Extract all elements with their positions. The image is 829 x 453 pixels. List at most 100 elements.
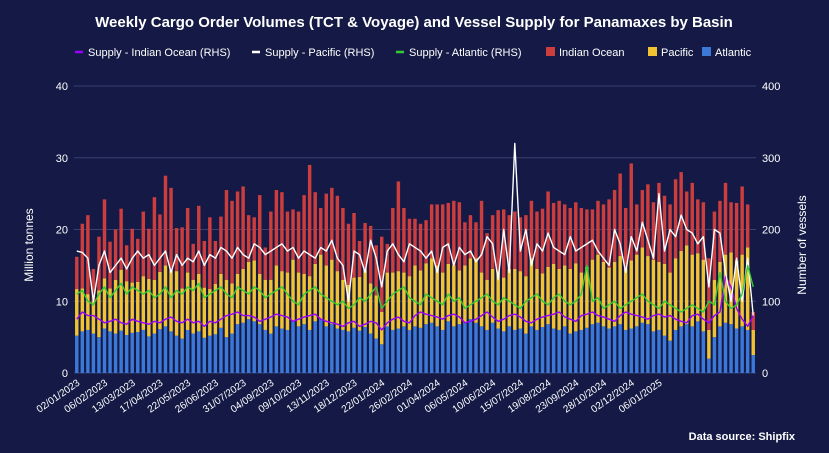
bar-pacific [208, 289, 212, 336]
bar-atlantic [307, 329, 312, 373]
bar-indian-ocean [136, 238, 140, 282]
bar-atlantic [696, 321, 700, 373]
bar-atlantic [690, 326, 694, 373]
bar-indian-ocean [75, 256, 79, 290]
bar-indian-ocean [302, 195, 306, 274]
bar-pacific [707, 329, 711, 359]
bar-pacific [745, 247, 750, 330]
bar-atlantic [97, 337, 101, 374]
y-axis-right: 0 100 200 300 400 [762, 81, 780, 380]
bar-indian-ocean [707, 258, 711, 330]
bar-pacific [224, 279, 229, 338]
bar-indian-ocean [108, 241, 112, 289]
y-tick-left: 40 [56, 81, 68, 93]
bar-pacific [435, 265, 439, 327]
bar-indian-ocean [712, 211, 717, 280]
bar-indian-ocean [313, 192, 317, 264]
bar-indian-ocean [640, 190, 645, 248]
bar-indian-ocean [185, 207, 190, 273]
bar-pacific [585, 266, 589, 328]
bar-pacific [230, 283, 234, 334]
bar-atlantic [540, 327, 545, 373]
bar-atlantic [208, 335, 212, 373]
bar-pacific [507, 268, 511, 327]
bar-pacific [335, 271, 340, 329]
bar-indian-ocean [723, 182, 728, 255]
bar-indian-ocean [479, 200, 484, 273]
bar-atlantic [296, 326, 301, 373]
bar-pacific [285, 272, 290, 330]
bar-pacific [258, 273, 262, 325]
bar-atlantic [319, 319, 323, 373]
bar-indian-ocean [551, 202, 556, 264]
bar-indian-ocean [335, 195, 340, 272]
x-axis: 02/01/202306/02/202313/03/202317/04/2023… [35, 377, 665, 415]
bar-pacific [75, 289, 79, 336]
bar-pacific [357, 276, 362, 331]
legend-label: Supply - Pacific (RHS) [265, 47, 374, 59]
bar-atlantic [252, 321, 256, 373]
bar-indian-ocean [557, 200, 561, 269]
bar-indian-ocean [180, 227, 184, 289]
bar-pacific [629, 260, 633, 329]
bar-pacific [596, 254, 600, 323]
bar-pacific [441, 272, 445, 330]
bar-atlantic [723, 322, 728, 373]
bar-pacific [219, 273, 223, 328]
bar-pacific [429, 258, 434, 323]
y-tick-right: 400 [762, 81, 780, 93]
bar-pacific [147, 279, 151, 337]
bar-atlantic [169, 331, 173, 373]
bar-pacific [113, 279, 118, 334]
bar-atlantic [679, 326, 683, 373]
bar-indian-ocean [219, 216, 223, 274]
bar-indian-ocean [435, 204, 439, 266]
legend-item: Indian Ocean [546, 47, 624, 59]
bar-atlantic [147, 336, 151, 373]
bar-pacific [136, 281, 140, 333]
bar-pacific [463, 265, 467, 323]
legend-item: Supply - Pacific (RHS) [252, 47, 374, 59]
bar-pacific [158, 271, 162, 330]
bar-atlantic [119, 330, 123, 373]
bar-indian-ocean [696, 199, 700, 254]
bar-pacific [163, 265, 168, 327]
legend: Supply - Indian Ocean (RHS) Supply - Paci… [75, 47, 752, 59]
bar-indian-ocean [690, 182, 694, 255]
bar-atlantic [368, 333, 373, 373]
y-axis-label-left: Million tonnes [22, 208, 36, 281]
bar-pacific [579, 272, 584, 330]
bar-indian-ocean [391, 207, 395, 273]
bar-indian-ocean [224, 190, 229, 280]
bar-atlantic [224, 337, 229, 374]
bar-atlantic [113, 333, 118, 373]
bar-indian-ocean [635, 204, 639, 255]
bar-indian-ocean [246, 215, 251, 262]
bar-indian-ocean [618, 173, 622, 257]
bar-atlantic [429, 322, 434, 373]
bar-atlantic [191, 333, 195, 373]
bar-atlantic [468, 319, 473, 373]
bar-pacific [330, 259, 334, 325]
bar-atlantic [651, 331, 656, 373]
bar-pacific [368, 283, 373, 334]
y-tick-left: 0 [62, 368, 68, 380]
bar-indian-ocean [169, 187, 173, 271]
bar-atlantic [197, 331, 201, 373]
bar-atlantic [673, 329, 678, 373]
bar-indian-ocean [80, 223, 85, 289]
legend-box-swatch [648, 47, 657, 56]
bar-indian-ocean [280, 192, 284, 272]
bar-pacific [407, 276, 412, 330]
bar-pacific [640, 247, 645, 323]
legend-box-swatch [546, 47, 555, 56]
y-tick-left: 10 [56, 296, 68, 308]
bar-atlantic [185, 329, 190, 373]
bar-pacific [696, 253, 700, 322]
bar-indian-ocean [507, 215, 511, 269]
bar-indian-ocean [745, 204, 750, 248]
bar-indian-ocean [141, 211, 146, 277]
bar-atlantic [513, 329, 517, 373]
bar-pacific [723, 254, 728, 323]
bar-atlantic [285, 329, 290, 373]
